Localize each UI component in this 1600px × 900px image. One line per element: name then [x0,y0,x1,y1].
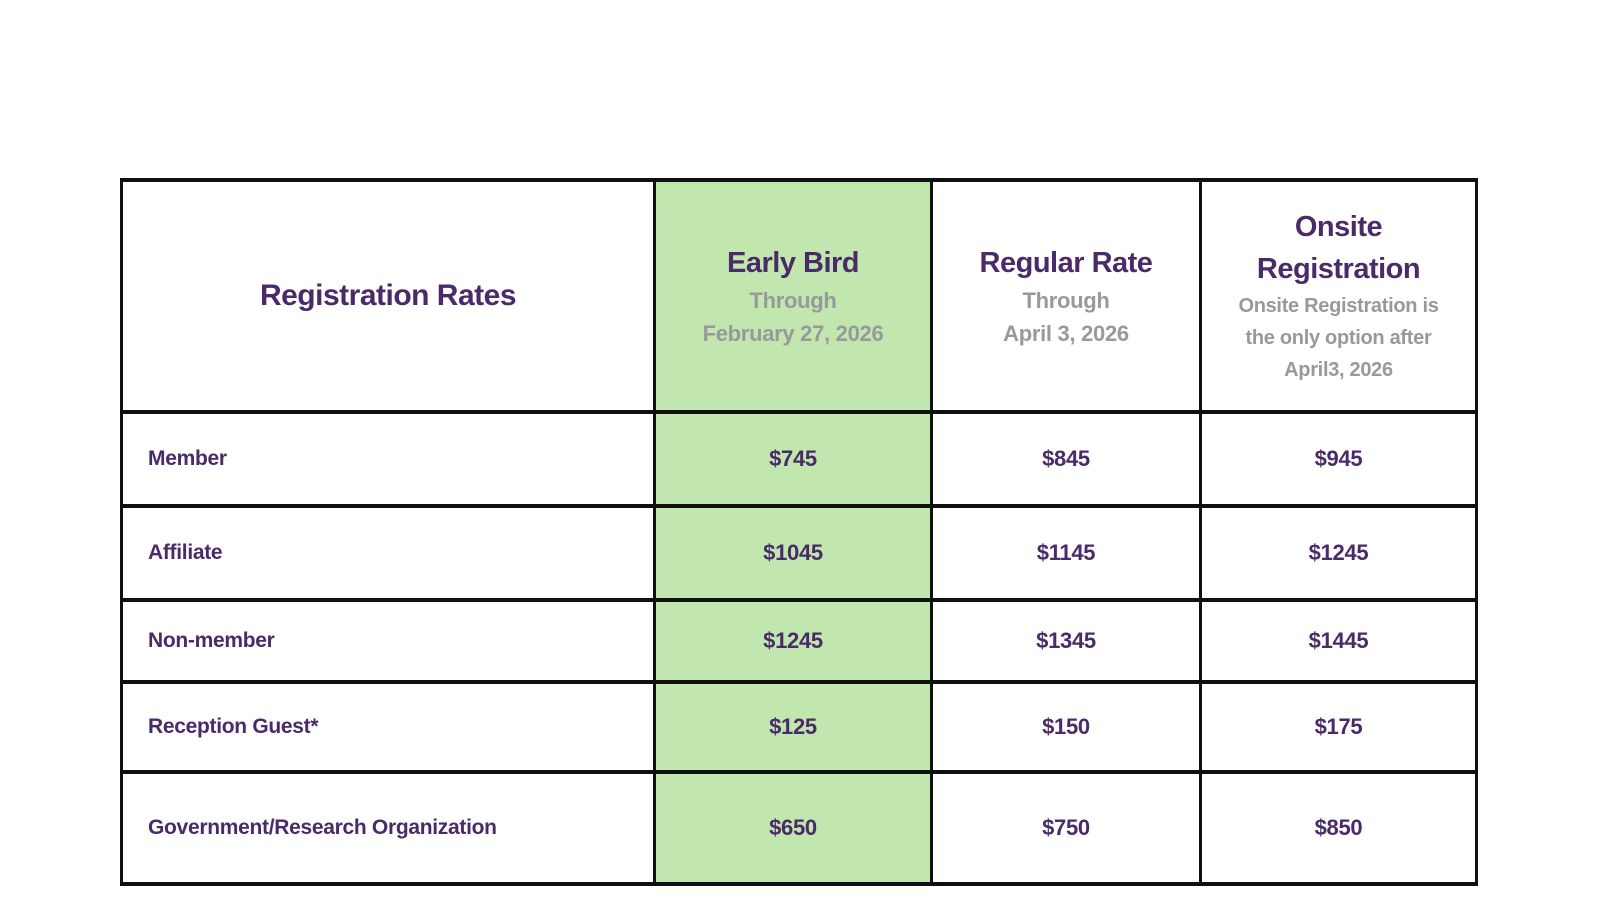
regular-price-cell: $150 [930,680,1202,774]
table-title: Registration Rates [259,279,517,313]
price-value: $1045 [763,540,823,565]
row-label: Reception Guest* [148,715,319,738]
onsite-subtitle: Onsite Registration is the only option a… [1238,295,1439,382]
row-label: Member [148,447,227,470]
row-label: Affiliate [148,541,223,564]
price-value: $150 [1042,714,1090,739]
early-bird-price-cell: $1245 [653,598,933,684]
regular-price-cell: $1145 [930,504,1202,602]
row-label: Government/Research Organization [148,816,497,839]
table-row: Reception Guest* $125 $150 $175 [120,680,1478,774]
row-label-cell: Reception Guest* [120,680,656,774]
regular-rate-subtitle: Through April 3, 2026 [1003,288,1129,347]
price-value: $125 [769,714,817,739]
onsite-price-cell: $1245 [1199,504,1478,602]
early-bird-subtitle: Through February 27, 2026 [702,288,884,347]
table-header-row: Registration Rates Early Bird Through Fe… [120,178,1478,414]
registration-rates-table: Registration Rates Early Bird Through Fe… [120,178,1478,886]
row-label-cell: Government/Research Organization [120,770,656,886]
regular-price-cell: $1345 [930,598,1202,684]
onsite-price-cell: $850 [1199,770,1478,886]
table-row: Government/Research Organization $650 $7… [120,770,1478,886]
onsite-price-cell: $175 [1199,680,1478,774]
price-value: $750 [1042,815,1090,840]
price-value: $1145 [1036,540,1096,565]
price-value: $745 [769,446,817,471]
table-row: Affiliate $1045 $1145 $1245 [120,504,1478,602]
price-value: $845 [1042,446,1090,471]
table-row: Member $745 $845 $945 [120,410,1478,508]
price-value: $1445 [1308,628,1369,653]
early-bird-price-cell: $1045 [653,504,933,602]
price-value: $1245 [1308,540,1369,565]
regular-price-cell: $845 [930,410,1202,508]
price-value: $175 [1314,714,1363,739]
price-value: $650 [769,815,817,840]
header-cell-onsite-registration: Onsite Registration Onsite Registration … [1199,178,1478,414]
onsite-price-cell: $1445 [1199,598,1478,684]
header-cell-early-bird: Early Bird Through February 27, 2026 [653,178,933,414]
onsite-price-cell: $945 [1199,410,1478,508]
price-value: $850 [1314,815,1363,840]
price-value: $1345 [1036,628,1096,653]
header-cell-regular-rate: Regular Rate Through April 3, 2026 [930,178,1202,414]
regular-rate-title: Regular Rate [979,246,1153,279]
early-bird-price-cell: $125 [653,680,933,774]
regular-price-cell: $750 [930,770,1202,886]
row-label-cell: Affiliate [120,504,656,602]
row-label-cell: Non-member [120,598,656,684]
early-bird-price-cell: $745 [653,410,933,508]
row-label: Non-member [148,629,275,652]
price-value: $1245 [763,628,823,653]
row-label-cell: Member [120,410,656,508]
onsite-title: Onsite Registration [1256,210,1421,285]
early-bird-price-cell: $650 [653,770,933,886]
table-row: Non-member $1245 $1345 $1445 [120,598,1478,684]
early-bird-title: Early Bird [727,246,860,279]
price-value: $945 [1314,446,1363,471]
header-cell-registration-rates: Registration Rates [120,178,656,414]
